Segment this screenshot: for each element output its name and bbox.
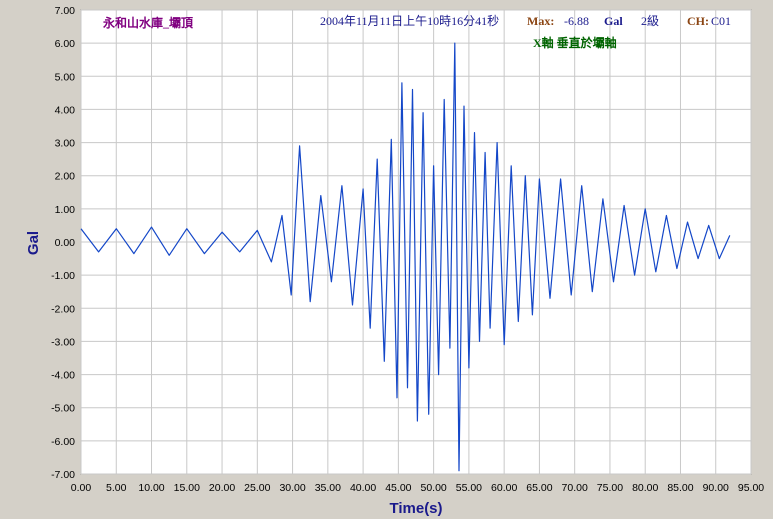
y-tick-label: 3.00 <box>55 138 76 150</box>
y-tick-label: -5.00 <box>51 403 75 415</box>
axis-note: X軸 垂直於壩軸 <box>533 35 617 50</box>
x-tick-label: 30.00 <box>279 482 305 494</box>
intensity-level: 2級 <box>641 14 659 28</box>
max-value: -6.88 <box>564 14 589 28</box>
channel-value: C01 <box>711 14 731 28</box>
y-tick-label: 4.00 <box>55 104 76 116</box>
x-tick-label: 55.00 <box>456 482 482 494</box>
x-tick-label: 20.00 <box>209 482 235 494</box>
trace-layer <box>80 42 731 472</box>
x-tick-label: 65.00 <box>526 482 552 494</box>
y-tick-label: 5.00 <box>55 71 76 83</box>
x-tick-label: 50.00 <box>420 482 446 494</box>
x-tick-label: 40.00 <box>350 482 376 494</box>
x-tick-label: 35.00 <box>315 482 341 494</box>
channel-label: CH: <box>687 14 709 28</box>
unit-label: Gal <box>604 14 623 28</box>
x-tick-label: 15.00 <box>174 482 200 494</box>
y-tick-label: -2.00 <box>51 303 75 315</box>
x-tick-label: 80.00 <box>632 482 658 494</box>
x-tick-label: 60.00 <box>491 482 517 494</box>
x-tick-label: 0.00 <box>71 482 92 494</box>
y-tick-labels: 7.00 6.00 5.00 4.00 3.00 2.00 1.00 0.00 -1.00 -2.… <box>51 5 75 481</box>
x-tick-label: 95.00 <box>738 482 764 494</box>
record-datetime: 2004年11月11日上午10時16分41秒 <box>320 14 499 28</box>
x-tick-label: 75.00 <box>597 482 623 494</box>
y-tick-label: 2.00 <box>55 171 76 183</box>
x-tick-label: 10.00 <box>138 482 164 494</box>
x-tick-label: 25.00 <box>244 482 270 494</box>
x-tick-label: 70.00 <box>562 482 588 494</box>
station-name: 永和山水庫_壩頂 <box>102 15 194 30</box>
x-tick-label: 45.00 <box>385 482 411 494</box>
y-tick-label: -7.00 <box>51 469 75 481</box>
y-tick-label: 7.00 <box>55 5 76 17</box>
x-tick-labels: 0.00 5.00 10.00 15.00 20.00 25.00 30.00 35.00 40… <box>71 482 765 494</box>
y-tick-label: -6.00 <box>51 436 75 448</box>
x-tick-label: 90.00 <box>703 482 729 494</box>
y-tick-label: 0.00 <box>55 237 76 249</box>
y-tick-label: -1.00 <box>51 270 75 282</box>
x-tick-label: 85.00 <box>667 482 693 494</box>
max-label: Max: <box>527 14 554 28</box>
y-tick-label: 6.00 <box>55 38 76 50</box>
y-tick-label: -3.00 <box>51 336 75 348</box>
y-axis-title: Gal <box>25 231 42 255</box>
y-tick-label: 1.00 <box>55 204 76 216</box>
y-tick-label: -4.00 <box>51 370 75 382</box>
x-tick-label: 5.00 <box>106 482 127 494</box>
acceleration-trace <box>80 42 731 472</box>
x-axis-title: Time(s) <box>389 500 442 517</box>
